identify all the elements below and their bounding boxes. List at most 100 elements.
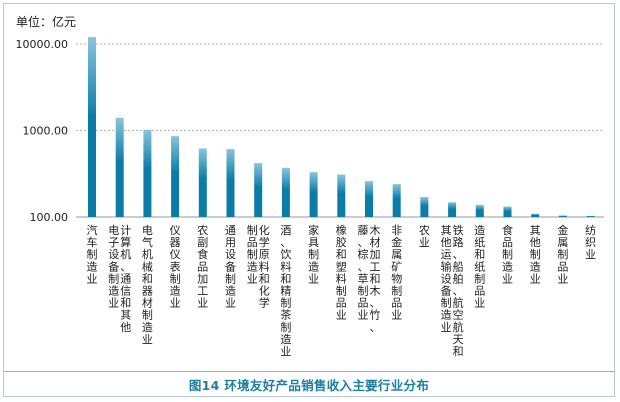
bar: [503, 206, 512, 217]
svg-text:纸: 纸: [474, 236, 485, 249]
svg-text:制: 制: [502, 248, 513, 261]
svg-text:、: 、: [370, 297, 381, 310]
bars: [88, 37, 595, 218]
svg-text:计: 计: [120, 224, 131, 237]
svg-text:和: 和: [280, 272, 291, 285]
svg-text:学: 学: [259, 235, 270, 249]
svg-text:制: 制: [142, 309, 153, 322]
svg-text:和: 和: [120, 297, 131, 310]
svg-text:棕: 棕: [358, 247, 369, 261]
svg-text:造: 造: [441, 308, 452, 322]
y-tick-label: 1000.00: [23, 125, 69, 138]
svg-text:造: 造: [225, 284, 236, 298]
svg-text:金: 金: [391, 235, 402, 249]
bar: [281, 167, 290, 217]
svg-text:业: 业: [502, 272, 513, 285]
svg-text:备: 备: [108, 259, 119, 273]
svg-text:家: 家: [308, 223, 319, 237]
svg-text:、: 、: [453, 248, 464, 261]
svg-text:草: 草: [358, 272, 369, 285]
svg-text:业: 业: [142, 333, 153, 346]
svg-text:加: 加: [370, 248, 381, 261]
svg-text:品: 品: [557, 260, 568, 273]
svg-text:制: 制: [87, 248, 98, 261]
svg-text:品: 品: [502, 236, 513, 249]
svg-text:饮: 饮: [280, 248, 291, 261]
bar: [586, 215, 595, 217]
svg-text:天: 天: [453, 333, 464, 346]
svg-text:造: 造: [170, 284, 181, 298]
svg-text:造: 造: [502, 259, 513, 273]
svg-text:藤: 藤: [358, 224, 369, 237]
svg-text:制: 制: [557, 248, 568, 261]
svg-text:原: 原: [259, 248, 270, 261]
svg-text:制: 制: [336, 285, 347, 298]
svg-text:制: 制: [247, 224, 258, 237]
svg-text:空: 空: [453, 308, 464, 322]
svg-text:造: 造: [108, 284, 119, 298]
svg-text:、: 、: [120, 260, 131, 273]
svg-text:化: 化: [259, 284, 270, 298]
svg-text:制: 制: [108, 272, 119, 285]
svg-text:造: 造: [308, 259, 319, 273]
svg-text:算: 算: [120, 235, 131, 249]
caption-bar: 图14 环境友好产品销售收入主要行业分布: [3, 371, 615, 397]
svg-text:业: 业: [197, 297, 208, 310]
svg-text:品: 品: [336, 297, 347, 310]
svg-text:制: 制: [358, 285, 369, 298]
svg-text:输: 输: [441, 259, 452, 273]
svg-text:业: 业: [391, 309, 402, 322]
svg-text:非: 非: [391, 224, 402, 237]
svg-text:造: 造: [474, 223, 485, 237]
svg-text:业: 业: [557, 272, 568, 285]
svg-text:农: 农: [419, 223, 430, 237]
svg-text:业: 业: [225, 297, 236, 310]
svg-text:、: 、: [358, 260, 369, 273]
svg-text:木: 木: [370, 224, 381, 237]
svg-text:橡: 橡: [336, 224, 347, 237]
svg-text:制: 制: [280, 297, 291, 310]
svg-text:航: 航: [453, 296, 464, 310]
svg-text:和: 和: [336, 248, 347, 261]
svg-text:他: 他: [530, 236, 541, 249]
svg-text:车: 车: [87, 235, 98, 249]
bar: [558, 215, 567, 217]
svg-text:品: 品: [474, 285, 485, 298]
svg-text:他: 他: [441, 236, 452, 249]
svg-text:、: 、: [280, 236, 291, 249]
svg-text:械: 械: [142, 259, 153, 273]
bar: [115, 117, 124, 217]
bar: [531, 213, 540, 217]
svg-text:路: 路: [453, 236, 464, 249]
svg-text:器: 器: [170, 236, 181, 249]
svg-text:副: 副: [197, 236, 208, 249]
svg-text:胶: 胶: [336, 235, 347, 249]
svg-text:属: 属: [391, 248, 402, 261]
svg-text:业: 业: [308, 272, 319, 285]
svg-text:料: 料: [280, 259, 291, 273]
svg-text:船: 船: [453, 259, 464, 273]
svg-text:备: 备: [441, 284, 452, 298]
svg-text:业: 业: [247, 272, 258, 285]
svg-text:通: 通: [225, 224, 236, 237]
bar: [337, 174, 346, 217]
svg-text:业: 业: [358, 309, 369, 322]
svg-text:属: 属: [557, 236, 568, 249]
svg-text:食: 食: [197, 247, 208, 261]
svg-text:食: 食: [502, 223, 513, 237]
svg-text:业: 业: [441, 321, 452, 334]
svg-text:铁: 铁: [453, 224, 464, 237]
svg-text:加: 加: [197, 272, 208, 285]
svg-text:机: 机: [142, 247, 153, 261]
bar: [475, 204, 484, 217]
svg-text:织: 织: [585, 236, 596, 249]
bar: [309, 172, 318, 217]
